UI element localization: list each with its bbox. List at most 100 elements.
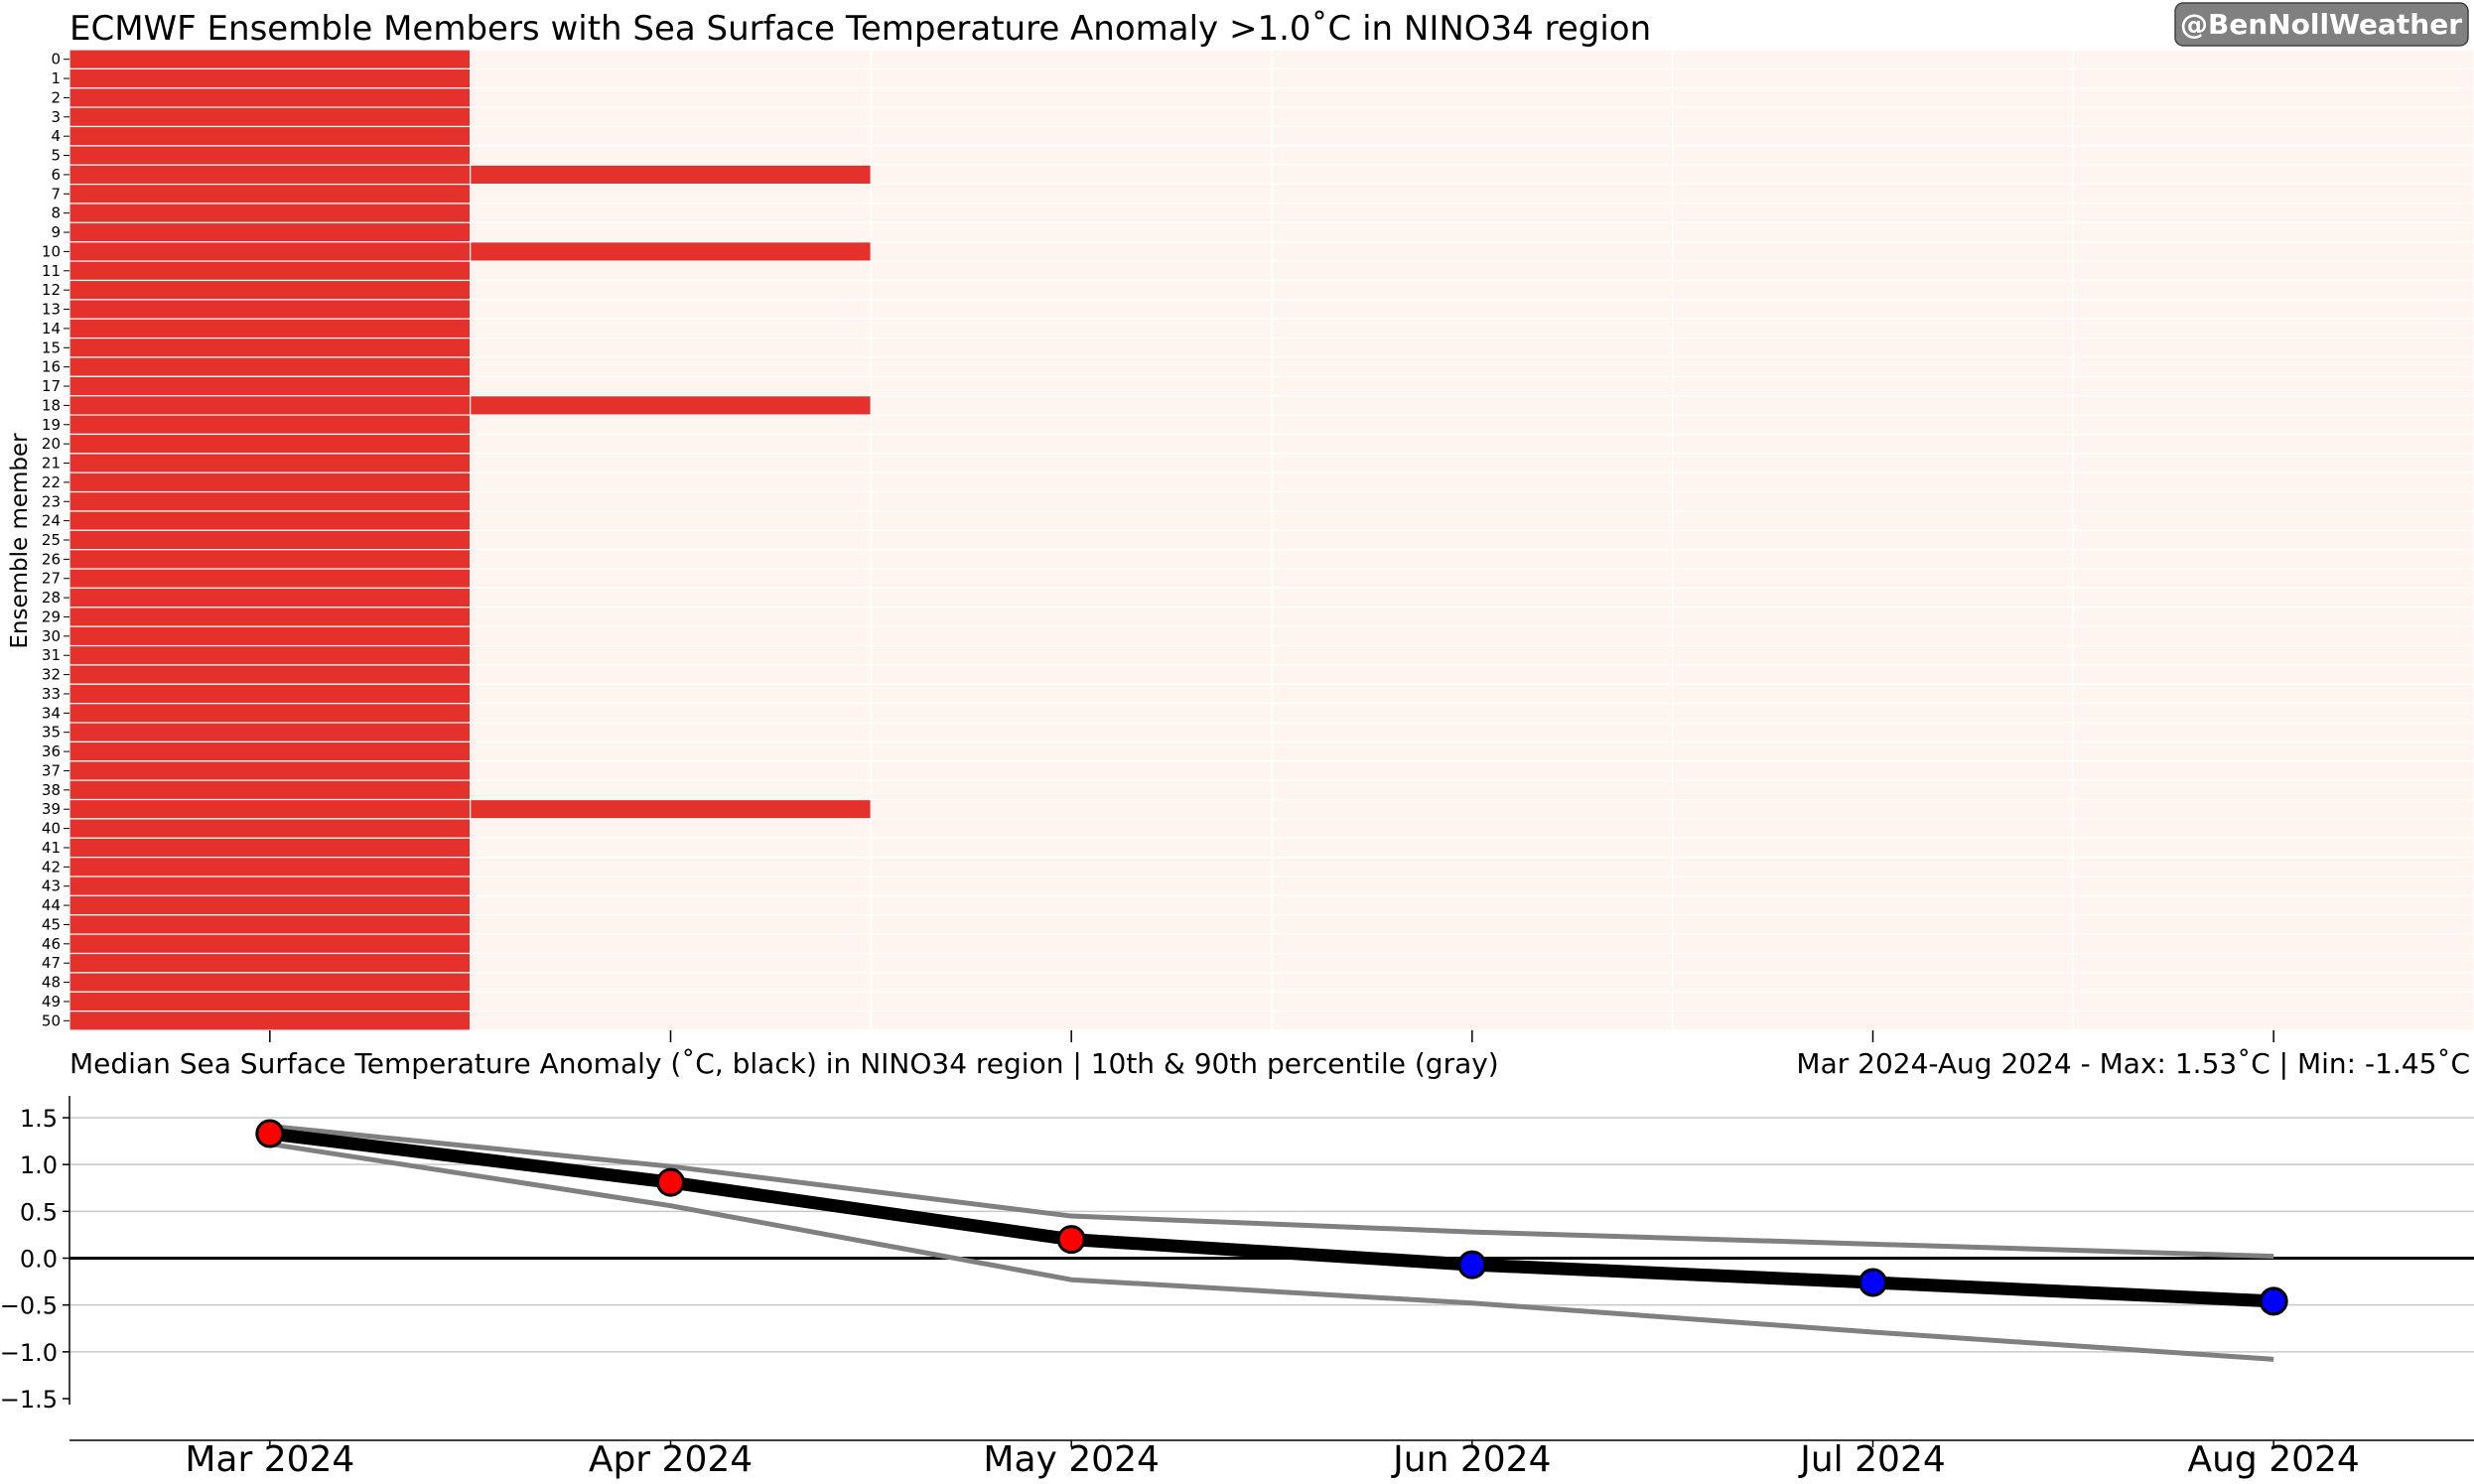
heatmap-cell xyxy=(1271,356,1674,377)
heatmap-ytick-label: 35 xyxy=(42,724,61,742)
heatmap-ytick-label: 14 xyxy=(42,320,61,337)
heatmap-cell xyxy=(1271,241,1674,262)
heatmap-cell xyxy=(870,798,1273,820)
heatmap-cell xyxy=(1672,857,2074,877)
heatmap-cell xyxy=(870,568,1273,590)
heatmap-ytick-label: 16 xyxy=(42,358,61,376)
heatmap-cell xyxy=(1672,279,2074,301)
heatmap-cell xyxy=(2072,395,2474,416)
heatmap-ytick-label: 47 xyxy=(42,954,61,972)
heatmap-cell xyxy=(2072,914,2474,935)
heatmap-cell xyxy=(1271,1011,1674,1031)
heatmap-cell xyxy=(69,779,472,801)
heatmap-cell xyxy=(2072,644,2474,666)
heatmap-ytick-label: 22 xyxy=(42,473,61,491)
heatmap-cell xyxy=(2072,972,2474,993)
watermark-badge-text: @BenNollWeather xyxy=(2180,8,2462,41)
heatmap-cell xyxy=(1271,87,1674,108)
heatmap-cell xyxy=(470,49,872,69)
heatmap-cell xyxy=(470,549,872,570)
heatmap-cell xyxy=(1672,933,2074,955)
heatmap-cell xyxy=(470,664,872,685)
heatmap-cell xyxy=(470,952,872,974)
line-chart-xtick-label: Mar 2024 xyxy=(185,1439,354,1480)
heatmap-cell xyxy=(1672,818,2074,839)
heatmap-ytick-label: 19 xyxy=(42,416,61,434)
heatmap-title: ECMWF Ensemble Members with Sea Surface … xyxy=(69,9,1651,49)
heatmap-cell xyxy=(870,87,1273,108)
heatmap-cell xyxy=(1271,703,1674,724)
heatmap-cell xyxy=(470,87,872,108)
heatmap-cell xyxy=(1271,510,1674,531)
heatmap-cell xyxy=(470,857,872,877)
heatmap-cell xyxy=(870,991,1273,1012)
heatmap-cell xyxy=(870,625,1273,647)
heatmap-cell xyxy=(2072,549,2474,570)
heatmap-cell xyxy=(69,818,472,839)
heatmap-cell xyxy=(2072,49,2474,69)
heatmap-cell xyxy=(1672,67,2074,89)
heatmap-cell xyxy=(1672,453,2074,473)
heatmap-cell xyxy=(2072,299,2474,320)
heatmap-cell xyxy=(470,395,872,416)
heatmap-cell xyxy=(1672,337,2074,358)
heatmap-cell xyxy=(1271,106,1674,128)
heatmap-cell xyxy=(870,260,1273,282)
heatmap-cell xyxy=(69,972,472,993)
heatmap-cell xyxy=(1271,837,1674,859)
heatmap-cell xyxy=(1672,952,2074,974)
heatmap-cell xyxy=(1271,607,1674,627)
heatmap-cell xyxy=(470,318,872,339)
heatmap-cell xyxy=(470,414,872,436)
heatmap-cell xyxy=(69,607,472,627)
heatmap-cell xyxy=(470,145,872,166)
heatmap-cell xyxy=(1271,395,1674,416)
heatmap-cell xyxy=(1672,837,2074,859)
heatmap-cell xyxy=(1672,395,2074,416)
heatmap-cell xyxy=(870,241,1273,262)
heatmap-ytick-label: 46 xyxy=(42,935,61,953)
heatmap-cell xyxy=(69,414,472,436)
heatmap-ytick-label: 6 xyxy=(51,166,61,184)
heatmap-cell xyxy=(1271,683,1674,705)
heatmap-ytick-label: 29 xyxy=(42,607,61,625)
median-point xyxy=(1056,1225,1086,1255)
heatmap-cell xyxy=(2072,741,2474,762)
heatmap-cell xyxy=(69,529,472,551)
heatmap-cell xyxy=(2072,876,2474,896)
heatmap-cell xyxy=(1271,453,1674,473)
heatmap-cell xyxy=(1271,375,1674,397)
heatmap-cell xyxy=(2072,510,2474,531)
heatmap-cell xyxy=(1271,798,1674,820)
heatmap-cell xyxy=(2072,625,2474,647)
heatmap-cell xyxy=(870,279,1273,301)
heatmap-ytick-label: 17 xyxy=(42,377,61,395)
heatmap-cell xyxy=(470,972,872,993)
heatmap-cell xyxy=(2072,67,2474,89)
heatmap-cell xyxy=(1271,857,1674,877)
heatmap-cell xyxy=(1672,472,2074,493)
heatmap-cell xyxy=(1672,260,2074,282)
heatmap-cell xyxy=(2072,337,2474,358)
heatmap-cell xyxy=(2072,164,2474,186)
heatmap-cell xyxy=(870,664,1273,685)
heatmap-cell xyxy=(1271,67,1674,89)
heatmap-cell xyxy=(470,568,872,590)
heatmap-ytick-label: 13 xyxy=(42,301,61,319)
heatmap-cell xyxy=(1672,490,2074,512)
heatmap-cell xyxy=(69,221,472,243)
heatmap-cell xyxy=(1271,125,1674,147)
heatmap-cell xyxy=(2072,607,2474,627)
heatmap-cell xyxy=(2072,722,2474,743)
heatmap-cell xyxy=(1672,375,2074,397)
heatmap-cell xyxy=(870,876,1273,896)
heatmap-cell xyxy=(69,279,472,301)
heatmap-cell xyxy=(1271,164,1674,186)
heatmap-ylabel: Ensemble member xyxy=(7,433,33,649)
line-chart-ytick-label: −0.5 xyxy=(0,1292,58,1320)
heatmap-cell xyxy=(69,260,472,282)
heatmap-cell xyxy=(1672,644,2074,666)
heatmap-ytick-label: 24 xyxy=(42,512,61,530)
heatmap-cell xyxy=(2072,894,2474,916)
